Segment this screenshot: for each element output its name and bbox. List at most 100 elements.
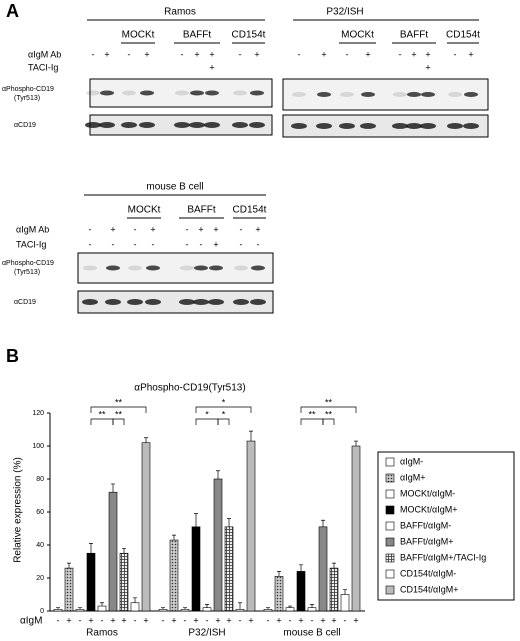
sign: - xyxy=(186,224,189,234)
bracket xyxy=(300,406,357,413)
band xyxy=(204,122,220,128)
error-bar xyxy=(249,430,253,442)
y-tick-label: 0 xyxy=(40,608,44,615)
band xyxy=(291,123,307,129)
row-label: (Tyr513) xyxy=(14,269,40,276)
legend-swatch xyxy=(385,489,395,499)
chart-title: αPhospho-CD19(Tyr513) xyxy=(134,383,245,394)
bar xyxy=(351,445,361,612)
error-bar xyxy=(183,607,187,610)
band xyxy=(233,90,247,96)
band xyxy=(447,123,463,129)
x-sign: - xyxy=(184,615,187,625)
sign: + xyxy=(209,62,214,72)
sign: + xyxy=(411,49,416,59)
panel-label: A xyxy=(6,1,19,21)
error-bar xyxy=(56,607,60,610)
band xyxy=(175,90,189,96)
group-label: BAFFt xyxy=(400,30,429,41)
band xyxy=(140,90,154,96)
bar xyxy=(235,609,245,612)
band xyxy=(250,299,266,305)
row-label: TACI-Ig xyxy=(28,62,58,72)
error-bar xyxy=(161,607,165,610)
band xyxy=(209,265,223,271)
bar xyxy=(213,478,223,612)
significance: ** xyxy=(115,397,123,407)
sign: + xyxy=(104,49,109,59)
row-label: αPhospho-CD19 xyxy=(2,86,54,93)
group-label: MOCKt xyxy=(122,30,155,41)
x-sign: - xyxy=(101,615,104,625)
bar xyxy=(97,605,107,612)
error-bar xyxy=(354,440,358,446)
group-label: CD154t xyxy=(446,30,480,41)
legend-swatch xyxy=(385,569,395,579)
x-sign: + xyxy=(248,615,253,625)
error-bar xyxy=(133,597,137,603)
band xyxy=(464,92,478,97)
row-label: αCD19 xyxy=(14,299,36,306)
bracket xyxy=(90,406,147,413)
bar xyxy=(296,571,306,612)
sign: + xyxy=(425,49,430,59)
band xyxy=(406,123,422,129)
band xyxy=(420,123,436,129)
band xyxy=(180,265,194,271)
error-bar xyxy=(194,513,198,527)
band xyxy=(121,122,137,128)
legend-swatch xyxy=(385,553,395,563)
band xyxy=(122,90,136,96)
legend-swatch xyxy=(385,505,395,515)
band xyxy=(127,299,143,305)
band xyxy=(361,92,375,97)
sign: + xyxy=(198,224,203,234)
cell-label: P32/ISH xyxy=(326,7,363,18)
sign: - xyxy=(257,239,260,249)
legend-label: MOCKt/αIgM+ xyxy=(400,504,457,514)
x-sign: - xyxy=(311,615,314,625)
sign: - xyxy=(186,239,189,249)
x-sign: + xyxy=(171,615,176,625)
row-label: αCD19 xyxy=(14,122,36,129)
band xyxy=(340,92,354,97)
x-sign: + xyxy=(88,615,93,625)
bar xyxy=(53,609,63,612)
band xyxy=(232,122,248,128)
band xyxy=(360,123,376,129)
x-sign: - xyxy=(134,615,137,625)
sign: - xyxy=(399,49,402,59)
bracket xyxy=(112,418,125,425)
group-label: CD154t xyxy=(233,205,267,216)
band xyxy=(393,92,407,97)
band xyxy=(205,90,219,96)
band xyxy=(250,90,264,96)
legend-swatch xyxy=(385,537,395,547)
sign: + xyxy=(209,49,214,59)
blot xyxy=(77,290,274,314)
blot xyxy=(89,78,273,108)
significance: * xyxy=(205,409,209,419)
band xyxy=(174,122,190,128)
significance: * xyxy=(222,397,226,407)
legend-label: BAFFt/αIgM+ xyxy=(400,536,453,546)
band xyxy=(83,265,97,271)
sign: - xyxy=(200,239,203,249)
sign: - xyxy=(89,239,92,249)
y-tick-label: 60 xyxy=(36,509,44,516)
y-axis-label: Relative expression (%) xyxy=(13,457,24,563)
sign: + xyxy=(194,49,199,59)
error-bar xyxy=(89,543,93,554)
bar xyxy=(108,491,118,612)
bar xyxy=(180,609,190,612)
band xyxy=(190,90,204,96)
bracket xyxy=(217,418,230,425)
bar xyxy=(141,442,151,612)
band xyxy=(179,299,195,305)
error-bar xyxy=(172,534,176,541)
sign: - xyxy=(92,49,95,59)
bar xyxy=(64,567,74,612)
x-tick-label: P32/ISH xyxy=(188,628,225,639)
group-label: MOCKt xyxy=(341,30,374,41)
